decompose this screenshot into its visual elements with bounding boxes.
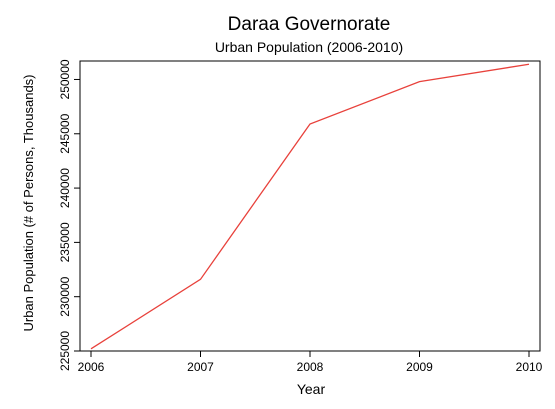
x-tick-label: 2006 (78, 360, 105, 374)
x-tick-label: 2007 (187, 360, 214, 374)
x-tick-label: 2008 (297, 360, 324, 374)
series-layer (90, 63, 530, 350)
series-line (90, 63, 530, 350)
x-axis-label: Year (297, 381, 326, 397)
y-axis: 225000 230000 235000 240000 245000 250000 (58, 59, 80, 371)
x-axis: 2006 2007 2008 2009 2010 (78, 351, 543, 374)
y-axis-label: Urban Population (# of Persons, Thousand… (21, 74, 36, 331)
chart-title: Daraa Governorate (228, 14, 391, 35)
y-tick-label: 250000 (58, 59, 72, 99)
x-tick-label: 2010 (516, 360, 543, 374)
y-tick-label: 245000 (58, 113, 72, 153)
chart-subtitle: Urban Population (2006-2010) (215, 39, 403, 55)
y-tick-label: 235000 (58, 222, 72, 262)
y-tick-label: 230000 (58, 276, 72, 316)
y-tick-label: 240000 (58, 168, 72, 208)
x-tick-label: 2009 (406, 360, 433, 374)
y-tick-label: 225000 (58, 331, 72, 371)
plot-frame (79, 60, 541, 352)
